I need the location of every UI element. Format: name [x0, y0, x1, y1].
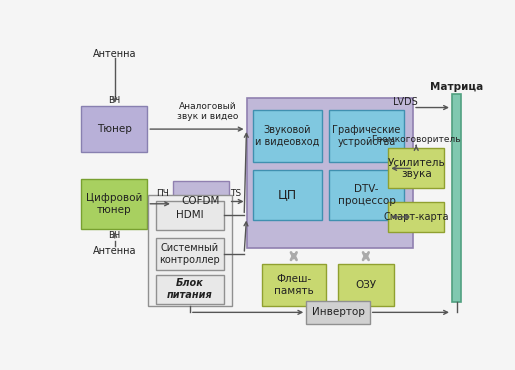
Text: Цифровой
тюнер: Цифровой тюнер [86, 194, 143, 215]
FancyBboxPatch shape [156, 275, 224, 304]
FancyBboxPatch shape [253, 110, 322, 162]
Text: Флеш-
память: Флеш- память [274, 274, 314, 296]
FancyBboxPatch shape [338, 264, 394, 306]
Text: Аналоговый
звук и видео: Аналоговый звук и видео [177, 102, 238, 121]
FancyBboxPatch shape [156, 238, 224, 270]
FancyBboxPatch shape [330, 170, 404, 220]
FancyBboxPatch shape [452, 94, 461, 302]
Text: Инвертор: Инвертор [312, 307, 365, 317]
Text: ПЧ: ПЧ [156, 188, 169, 198]
FancyBboxPatch shape [262, 264, 325, 306]
Text: Блок
питания: Блок питания [167, 279, 213, 300]
FancyBboxPatch shape [156, 201, 224, 230]
Text: ВЧ: ВЧ [108, 231, 120, 240]
Text: Системный
контроллер: Системный контроллер [160, 243, 220, 265]
FancyBboxPatch shape [173, 181, 229, 222]
Text: Матрица: Матрица [430, 82, 483, 92]
Text: Антенна: Антенна [93, 246, 136, 256]
FancyBboxPatch shape [306, 301, 370, 324]
FancyBboxPatch shape [388, 202, 444, 232]
Text: Тюнер: Тюнер [97, 124, 132, 134]
FancyBboxPatch shape [388, 148, 444, 188]
Text: Графические
устройства: Графические устройства [333, 125, 401, 147]
Text: COFDM: COFDM [182, 196, 220, 206]
FancyBboxPatch shape [81, 106, 147, 152]
Text: Смарт-карта: Смарт-карта [384, 212, 449, 222]
Text: TS: TS [230, 188, 242, 198]
Text: DTV-
процессор: DTV- процессор [338, 184, 396, 206]
Text: ЦП: ЦП [278, 188, 297, 201]
Text: Громкоговоритель: Громкоговоритель [371, 135, 461, 144]
FancyBboxPatch shape [253, 170, 322, 220]
FancyBboxPatch shape [148, 195, 232, 306]
FancyBboxPatch shape [330, 110, 404, 162]
Text: Звуковой
и видеовход: Звуковой и видеовход [255, 125, 320, 147]
FancyBboxPatch shape [247, 98, 413, 248]
FancyBboxPatch shape [81, 179, 147, 229]
Text: LVDS: LVDS [393, 97, 418, 107]
Text: ВЧ: ВЧ [108, 96, 120, 105]
Text: HDMI: HDMI [176, 210, 204, 221]
Text: ОЗУ: ОЗУ [355, 280, 376, 290]
Text: Усилитель
звука: Усилитель звука [387, 158, 445, 179]
Text: Антенна: Антенна [93, 48, 136, 58]
